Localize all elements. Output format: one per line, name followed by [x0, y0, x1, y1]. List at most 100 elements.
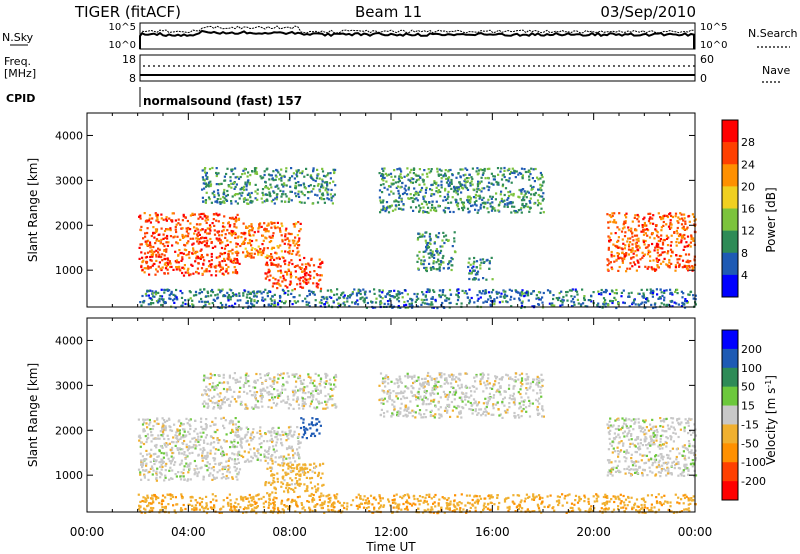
data-cell: [182, 213, 185, 216]
data-cell: [158, 449, 161, 452]
data-cell: [206, 218, 210, 221]
data-cell: [273, 302, 276, 305]
data-cell: [330, 188, 333, 191]
data-cell: [197, 231, 200, 234]
data-cell: [144, 435, 147, 438]
data-cell: [293, 490, 296, 493]
data-cell: [447, 239, 450, 242]
data-cell: [324, 394, 327, 398]
data-cell: [334, 403, 337, 406]
data-cell: [561, 298, 564, 301]
data-cell: [444, 174, 447, 177]
data-cell: [273, 221, 276, 225]
data-cell: [280, 372, 283, 375]
data-cell: [155, 268, 158, 271]
data-cell: [518, 292, 522, 295]
data-cell: [475, 266, 478, 269]
data-cell: [158, 253, 161, 256]
data-cell: [225, 460, 228, 463]
data-cell: [251, 227, 254, 230]
data-cell: [450, 268, 453, 272]
data-cell: [159, 430, 162, 433]
data-cell: [519, 208, 522, 211]
data-cell: [152, 292, 155, 295]
data-cell: [462, 203, 465, 206]
data-cell: [187, 298, 190, 301]
data-cell: [644, 246, 648, 249]
data-cell: [419, 206, 422, 210]
data-cell: [445, 181, 449, 184]
data-cell: [529, 385, 532, 388]
data-cell: [329, 398, 332, 401]
data-cell: [616, 240, 619, 243]
data-cell: [188, 305, 191, 308]
data-cell: [439, 260, 443, 263]
data-cell: [259, 248, 262, 251]
data-cell: [437, 174, 440, 177]
data-cell: [167, 228, 170, 231]
data-cell: [222, 373, 225, 376]
data-cell: [674, 290, 677, 293]
data-cell: [213, 193, 216, 197]
data-cell: [253, 391, 256, 394]
data-cell: [426, 302, 429, 305]
data-cell: [467, 265, 470, 269]
data-cell: [479, 296, 482, 299]
data-cell: [211, 302, 214, 305]
data-cell: [186, 235, 190, 238]
data-cell: [154, 228, 158, 231]
data-cell: [438, 269, 441, 272]
data-cell: [399, 380, 402, 383]
data-cell: [403, 175, 406, 178]
data-cell: [640, 288, 643, 291]
data-cell: [139, 437, 142, 440]
data-cell: [470, 390, 473, 393]
data-cell: [669, 244, 672, 247]
data-cell: [431, 386, 434, 390]
data-cell: [202, 256, 205, 259]
data-cell: [496, 183, 499, 186]
data-cell: [142, 430, 145, 433]
data-cell: [225, 194, 228, 198]
data-cell: [296, 264, 299, 267]
data-cell: [235, 242, 238, 245]
data-cell: [274, 178, 277, 181]
data-cell: [177, 222, 180, 225]
data-cell: [451, 393, 454, 396]
data-cell: [254, 183, 257, 186]
data-cell: [196, 250, 199, 253]
data-cell: [146, 265, 150, 268]
data-cell: [475, 170, 478, 173]
data-cell: [475, 272, 479, 275]
data-cell: [236, 259, 239, 262]
data-cell: [217, 462, 221, 465]
data-cell: [294, 181, 297, 185]
data-cell: [308, 293, 311, 296]
data-cell: [469, 269, 472, 272]
data-cell: [608, 236, 611, 239]
data-cell: [223, 439, 226, 442]
data-cell: [175, 241, 178, 244]
data-cell: [304, 467, 307, 470]
data-cell: [309, 376, 312, 379]
data-cell: [315, 385, 318, 388]
data-cell: [426, 382, 429, 385]
data-cell: [627, 229, 630, 232]
data-cell: [444, 407, 447, 410]
data-cell: [226, 167, 229, 170]
data-cell: [432, 306, 435, 309]
data-cell: [264, 459, 267, 462]
data-cell: [455, 203, 459, 206]
data-cell: [488, 267, 491, 270]
data-cell: [285, 184, 288, 187]
data-cell: [610, 215, 613, 219]
data-cell: [267, 393, 270, 396]
data-cell: [217, 192, 220, 195]
data-cell: [656, 234, 659, 237]
data-cell: [321, 170, 325, 173]
data-cell: [298, 456, 301, 459]
data-cell: [205, 385, 208, 388]
data-cell: [269, 274, 272, 277]
data-cell: [152, 469, 155, 472]
data-cell: [487, 291, 491, 294]
